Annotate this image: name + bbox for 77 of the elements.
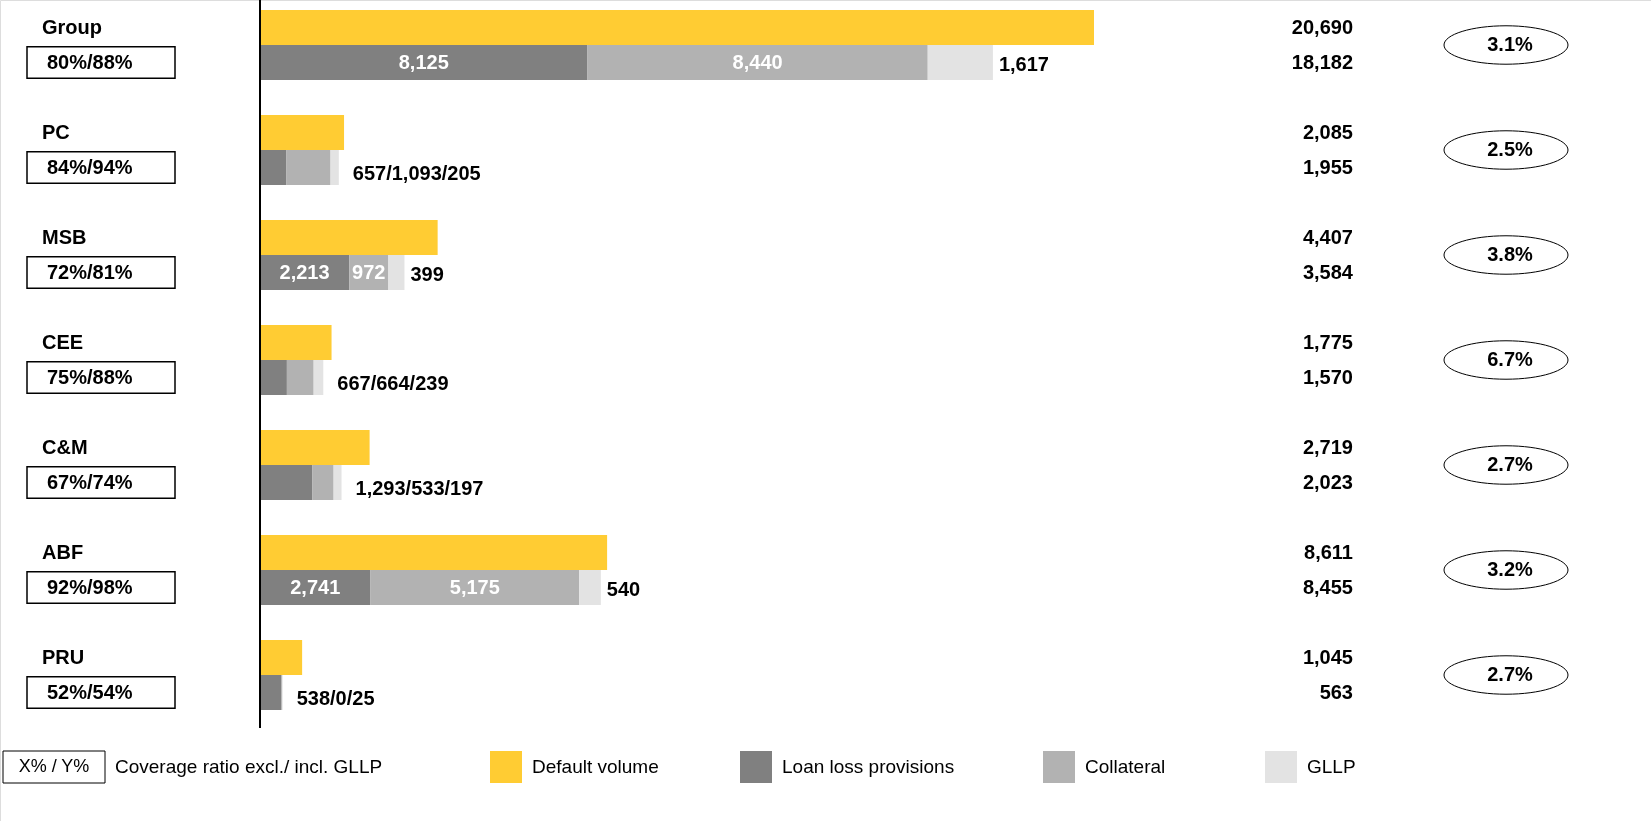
y-tick-label: PRU	[42, 645, 85, 668]
data-label: 540	[606, 577, 641, 600]
annotation: 667/664/239	[337, 371, 449, 394]
legend-label: Default volume	[532, 756, 659, 777]
bar	[260, 150, 287, 185]
text: 20,690	[1291, 15, 1353, 38]
data-label: 8,440	[732, 50, 783, 73]
text: 3,584	[1302, 260, 1354, 283]
text: Coverage ratio excl./ incl. GLLP	[115, 756, 383, 777]
text: 1,955	[1302, 155, 1353, 178]
y-tick-label: Group	[42, 15, 102, 38]
text: X% / Y%	[18, 756, 90, 776]
text: 3.1%	[1487, 33, 1534, 55]
bar	[370, 570, 580, 605]
bar	[260, 535, 608, 570]
legend-label: Loan loss provisions	[782, 756, 955, 777]
y-tick-label: PC	[42, 120, 70, 143]
legend-label: Collateral	[1085, 756, 1166, 777]
annotation: 538/0/25	[296, 686, 375, 709]
annotation: 657/1,093/205	[352, 161, 481, 184]
y-tick-label: 52%/54%	[47, 680, 133, 703]
text: 3.2%	[1487, 558, 1534, 580]
bar	[388, 255, 405, 290]
annotation: 1,293/533/197	[355, 476, 484, 499]
text: 2.5%	[1487, 138, 1534, 160]
y-tick-label: 80%/88%	[47, 50, 133, 73]
y-tick-label: CEE	[42, 330, 84, 353]
bar	[260, 465, 313, 500]
text: 1,570	[1302, 365, 1353, 388]
legend-label: GLLP	[1307, 756, 1356, 777]
data-label: 1,617	[998, 52, 1049, 75]
y-tick-label: 72%/81%	[47, 260, 133, 283]
y-tick-label: C&M	[42, 435, 88, 458]
text: 2.7%	[1487, 663, 1534, 685]
bar	[313, 360, 324, 395]
bar	[579, 570, 601, 605]
bar	[333, 465, 342, 500]
bar	[260, 325, 332, 360]
bar	[260, 675, 282, 710]
y-tick-label: 92%/98%	[47, 575, 133, 598]
y-tick-label: 84%/94%	[47, 155, 133, 178]
bar	[260, 45, 588, 80]
bar	[286, 360, 314, 395]
y-tick-label: MSB	[42, 225, 87, 248]
bar	[330, 150, 339, 185]
text: 6.7%	[1487, 348, 1534, 370]
bar	[260, 640, 303, 675]
bar	[260, 10, 1094, 45]
text: 8,611	[1304, 540, 1353, 563]
data-label: 5,175	[449, 575, 500, 598]
bar	[260, 115, 345, 150]
data-label: 972	[352, 260, 386, 283]
text: 1,045	[1302, 645, 1353, 668]
text: 8,455	[1302, 575, 1353, 598]
data-label: 8,125	[398, 50, 449, 73]
bar	[260, 430, 370, 465]
bar	[260, 220, 438, 255]
bar	[927, 45, 993, 80]
text: 3.8%	[1487, 243, 1534, 265]
text: 18,182	[1291, 50, 1353, 73]
text: 2,719	[1302, 435, 1353, 458]
text: 2.7%	[1487, 453, 1534, 475]
y-tick-label: ABF	[42, 540, 84, 563]
bar	[260, 360, 287, 395]
bar	[286, 150, 331, 185]
data-label: 2,213	[279, 260, 330, 283]
bar	[312, 465, 334, 500]
text: 2,023	[1302, 470, 1353, 493]
y-tick-label: 67%/74%	[47, 470, 133, 493]
text: 2,085	[1302, 120, 1353, 143]
data-label: 2,741	[290, 575, 341, 598]
text: 4,407	[1302, 225, 1353, 248]
text: 1,775	[1302, 330, 1353, 353]
bar	[587, 45, 928, 80]
text: 563	[1319, 680, 1353, 703]
y-tick-label: 75%/88%	[47, 365, 133, 388]
data-label: 399	[410, 262, 444, 285]
